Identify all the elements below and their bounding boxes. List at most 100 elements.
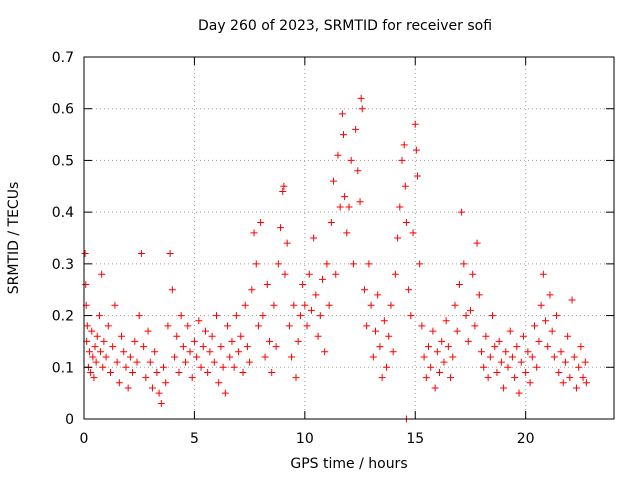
data-point [582, 379, 590, 387]
data-point [91, 343, 99, 351]
data-point [513, 343, 521, 351]
data-point [363, 322, 371, 330]
data-point [277, 224, 285, 232]
data-point [559, 379, 567, 387]
x-tick-label: 15 [406, 431, 424, 447]
data-point [301, 301, 309, 309]
data-point [160, 363, 167, 371]
data-point [292, 374, 300, 382]
data-point [235, 348, 243, 356]
data-point [409, 229, 417, 237]
data-point [325, 301, 333, 309]
data-point [307, 306, 315, 314]
data-point [140, 343, 148, 351]
data-point [175, 368, 183, 376]
data-point [173, 332, 181, 340]
data-point [129, 368, 137, 376]
axis-ticks: 0 0.1 0.2 0.3 0.4 0.5 0.6 0.7 0 5 10 15 20 [52, 50, 614, 447]
data-point [239, 368, 247, 376]
data-point [356, 198, 364, 206]
data-point [177, 312, 185, 320]
data-point [515, 389, 523, 397]
data-point [332, 270, 340, 278]
data-point [411, 120, 419, 128]
data-point [263, 281, 271, 289]
data-point [182, 358, 190, 366]
data-point [268, 368, 276, 376]
data-point [500, 384, 508, 392]
data-point [83, 322, 91, 330]
data-point [480, 363, 488, 371]
y-tick-label: 0 [65, 412, 74, 428]
data-point [412, 146, 420, 154]
data-point [118, 332, 126, 340]
data-point [398, 156, 406, 164]
data-point [266, 337, 273, 345]
data-point [469, 270, 477, 278]
data-point [221, 389, 229, 397]
data-point [555, 368, 563, 376]
data-point [92, 358, 100, 366]
data-point [316, 312, 324, 320]
data-point [528, 353, 536, 361]
data-point [204, 368, 212, 376]
data-point [290, 301, 298, 309]
data-point [478, 348, 485, 356]
data-point [402, 218, 410, 226]
data-point [199, 343, 207, 351]
data-point [133, 358, 141, 366]
data-point [179, 343, 187, 351]
data-point [557, 348, 565, 356]
y-tick-label: 0.3 [52, 257, 74, 273]
data-point [473, 239, 481, 247]
data-point [504, 363, 512, 371]
data-point [305, 270, 313, 278]
data-point [531, 322, 538, 330]
data-point [90, 374, 98, 382]
data-point [433, 348, 441, 356]
data-point [553, 312, 561, 320]
data-point [416, 260, 424, 268]
data-point [460, 260, 468, 268]
data-point [246, 358, 254, 366]
data-point [168, 286, 176, 294]
data-point [274, 260, 282, 268]
data-point [131, 337, 139, 345]
data-point [495, 337, 503, 345]
y-tick-label: 0.2 [52, 309, 74, 325]
data-point [380, 317, 388, 325]
data-point [81, 250, 89, 258]
data-point [400, 141, 408, 149]
data-point [321, 348, 329, 356]
data-point [120, 348, 128, 356]
data-point [486, 353, 494, 361]
data-point [405, 286, 413, 294]
data-point [401, 182, 409, 190]
data-point [544, 343, 552, 351]
data-point [294, 337, 302, 345]
data-point [427, 363, 435, 371]
data-point [570, 353, 578, 361]
data-point [413, 172, 421, 180]
data-point [184, 322, 192, 330]
data-point [122, 363, 130, 371]
data-point [354, 167, 362, 175]
data-point [550, 353, 558, 361]
data-point [471, 322, 479, 330]
data-point [93, 332, 101, 340]
data-point [285, 322, 293, 330]
data-point [365, 260, 373, 268]
data-point [352, 125, 360, 133]
data-point [537, 301, 545, 309]
data-point [142, 374, 150, 382]
data-point [162, 379, 170, 387]
data-point [97, 348, 105, 356]
data-point [195, 317, 203, 325]
data-point [237, 332, 245, 340]
data-point [261, 353, 269, 361]
data-point [489, 312, 497, 320]
data-point [279, 187, 287, 195]
data-point [566, 374, 574, 382]
data-point [100, 337, 108, 345]
